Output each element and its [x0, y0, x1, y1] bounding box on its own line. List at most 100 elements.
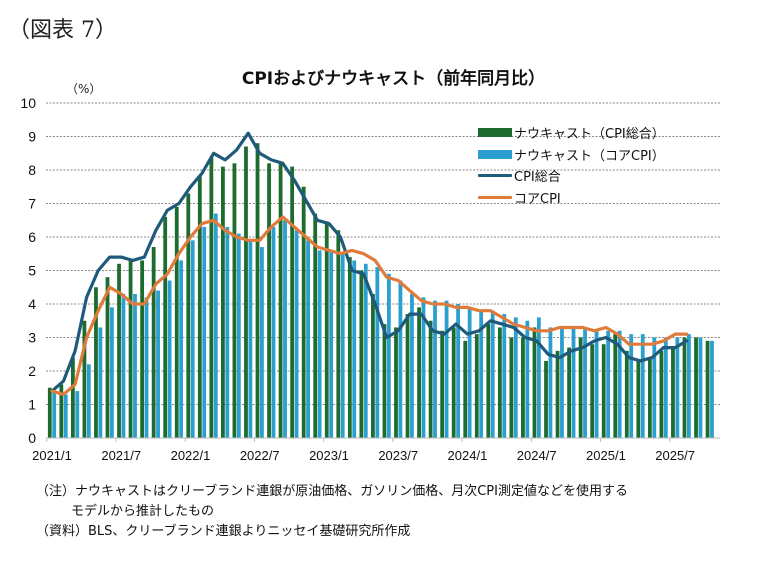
bar-nowcast-cpi — [174, 206, 179, 438]
bar-nowcast-cpi — [128, 260, 133, 438]
bar-nowcast-cpi — [647, 357, 652, 438]
bar-nowcast-core — [652, 337, 657, 438]
y-tick-label: 10 — [20, 95, 36, 111]
bar-nowcast-core — [363, 263, 368, 438]
bar-nowcast-core — [144, 297, 149, 438]
bar-nowcast-cpi — [578, 337, 583, 438]
x-tick-label: 2025/1 — [586, 448, 626, 463]
bar-nowcast-cpi — [705, 340, 710, 438]
bar-nowcast-cpi — [232, 163, 237, 439]
x-tick-label: 2023/1 — [309, 448, 349, 463]
bar-nowcast-core — [294, 230, 299, 438]
bar-nowcast-cpi — [117, 263, 121, 438]
bar-nowcast-core — [167, 280, 172, 438]
legend-item-nowcast-cpi: ナウキャスト（CPI総合） — [478, 122, 665, 144]
bar-nowcast-core — [86, 364, 91, 438]
bar-nowcast-core — [675, 337, 680, 438]
x-axis: 2021/1 2021/7 2022/1 2022/7 2023/1 2023/7 2024… — [32, 437, 720, 463]
bar-nowcast-core — [248, 240, 253, 438]
bar-nowcast-core — [202, 226, 207, 438]
x-tick-label: 2024/1 — [448, 448, 488, 463]
bar-nowcast-core — [52, 391, 57, 438]
bar-nowcast-core — [513, 317, 518, 438]
source-line: （資料）BLS、クリーブランド連銀よりニッセイ基礎研究所作成 — [36, 524, 411, 539]
bar-nowcast-cpi — [671, 347, 675, 438]
bar-nowcast-cpi — [186, 193, 191, 438]
bar-nowcast-cpi — [163, 216, 168, 438]
bar-nowcast-core — [375, 267, 380, 438]
legend-label-nowcast-core: ナウキャスト（コアCPI） — [514, 148, 665, 164]
bar-nowcast-core — [560, 327, 564, 438]
chart-title: CPIおよびナウキャスト（前年同月比） — [241, 69, 546, 89]
bar-nowcast-core — [663, 337, 668, 438]
bar-nowcast-core — [271, 226, 276, 438]
bar-nowcast-cpi — [59, 384, 64, 438]
bar-nowcast-cpi — [636, 360, 641, 438]
bar-nowcast-core — [444, 300, 449, 438]
bar-nowcast-core — [617, 330, 622, 438]
x-tick-label: 2022/1 — [171, 448, 211, 463]
y-tick-label: 6 — [28, 229, 36, 245]
bar-nowcast-cpi — [624, 350, 629, 438]
bar-nowcast-cpi — [613, 334, 618, 438]
bar-nowcast-core — [110, 307, 114, 438]
bar-nowcast-cpi — [313, 213, 318, 438]
bar-nowcast-cpi — [140, 260, 145, 438]
bar-nowcast-cpi — [47, 387, 52, 438]
bar-nowcast-cpi — [359, 270, 364, 438]
bar-nowcast-core — [317, 250, 322, 438]
legend-item-cpi: CPI総合 — [478, 165, 665, 187]
bar-nowcast-cpi — [394, 327, 398, 438]
bar-nowcast-core — [525, 320, 530, 438]
bar-nowcast-cpi — [324, 223, 329, 438]
bar-nowcast-core — [398, 280, 403, 438]
bar-nowcast-cpi — [567, 347, 571, 438]
bar-nowcast-core — [306, 240, 310, 438]
x-tick-label: 2025/7 — [655, 448, 695, 463]
bar-nowcast-core — [687, 334, 691, 438]
bar-nowcast-cpi — [417, 307, 421, 438]
bar-nowcast-cpi — [405, 314, 410, 438]
bar-nowcast-core — [225, 226, 230, 438]
bar-nowcast-cpi — [267, 163, 271, 439]
bar-nowcast-core — [548, 327, 553, 438]
bar-nowcast-core — [467, 307, 472, 438]
note-line-1: （注）ナウキャストはクリーブランド連銀が原油価格、ガソリン価格、月次CPI測定値… — [36, 484, 628, 499]
lines — [50, 131, 689, 396]
bar-nowcast-cpi — [278, 163, 283, 439]
bar-nowcast-core — [640, 334, 645, 438]
bar-nowcast-cpi — [509, 337, 514, 438]
figure-label: （図表 7） — [8, 18, 117, 43]
bar-nowcast-core — [213, 213, 218, 438]
bar-nowcast-cpi — [82, 320, 87, 438]
bar-nowcast-cpi — [601, 344, 606, 438]
legend-swatch-core-cpi — [478, 195, 512, 199]
bar-nowcast-core — [698, 337, 703, 438]
bar-nowcast-cpi — [486, 324, 491, 438]
legend: ナウキャスト（CPI総合） ナウキャスト（コアCPI） CPI総合 コアCPI — [478, 122, 665, 208]
bar-nowcast-cpi — [544, 360, 548, 438]
bar-nowcast-cpi — [521, 337, 525, 438]
bar-nowcast-cpi — [209, 156, 214, 438]
bar-nowcast-core — [260, 247, 264, 438]
bar-nowcast-core — [283, 220, 287, 438]
bar-nowcast-core — [121, 293, 126, 438]
bar-nowcast-core — [75, 391, 80, 438]
legend-item-core-cpi: コアCPI — [478, 187, 665, 209]
bar-nowcast-cpi — [682, 337, 687, 438]
x-tick-label: 2024/7 — [517, 448, 557, 463]
bar-nowcast-core — [98, 327, 103, 438]
bar-nowcast-core — [340, 253, 345, 438]
bar-nowcast-cpi — [555, 350, 560, 438]
legend-swatch-cpi — [478, 174, 512, 178]
notes: （注）ナウキャストはクリーブランド連銀が原油価格、ガソリン価格、月次CPI測定値… — [36, 482, 628, 542]
bar-nowcast-core — [502, 314, 507, 438]
bar-nowcast-core — [179, 260, 184, 438]
bar-nowcast-core — [456, 304, 460, 438]
bar-nowcast-cpi — [382, 324, 387, 438]
y-tick-label: 8 — [28, 162, 36, 178]
bar-nowcast-cpi — [659, 350, 664, 438]
x-tick-label: 2021/7 — [101, 448, 141, 463]
bar-nowcast-core — [329, 250, 334, 438]
bar-nowcast-cpi — [347, 257, 352, 438]
